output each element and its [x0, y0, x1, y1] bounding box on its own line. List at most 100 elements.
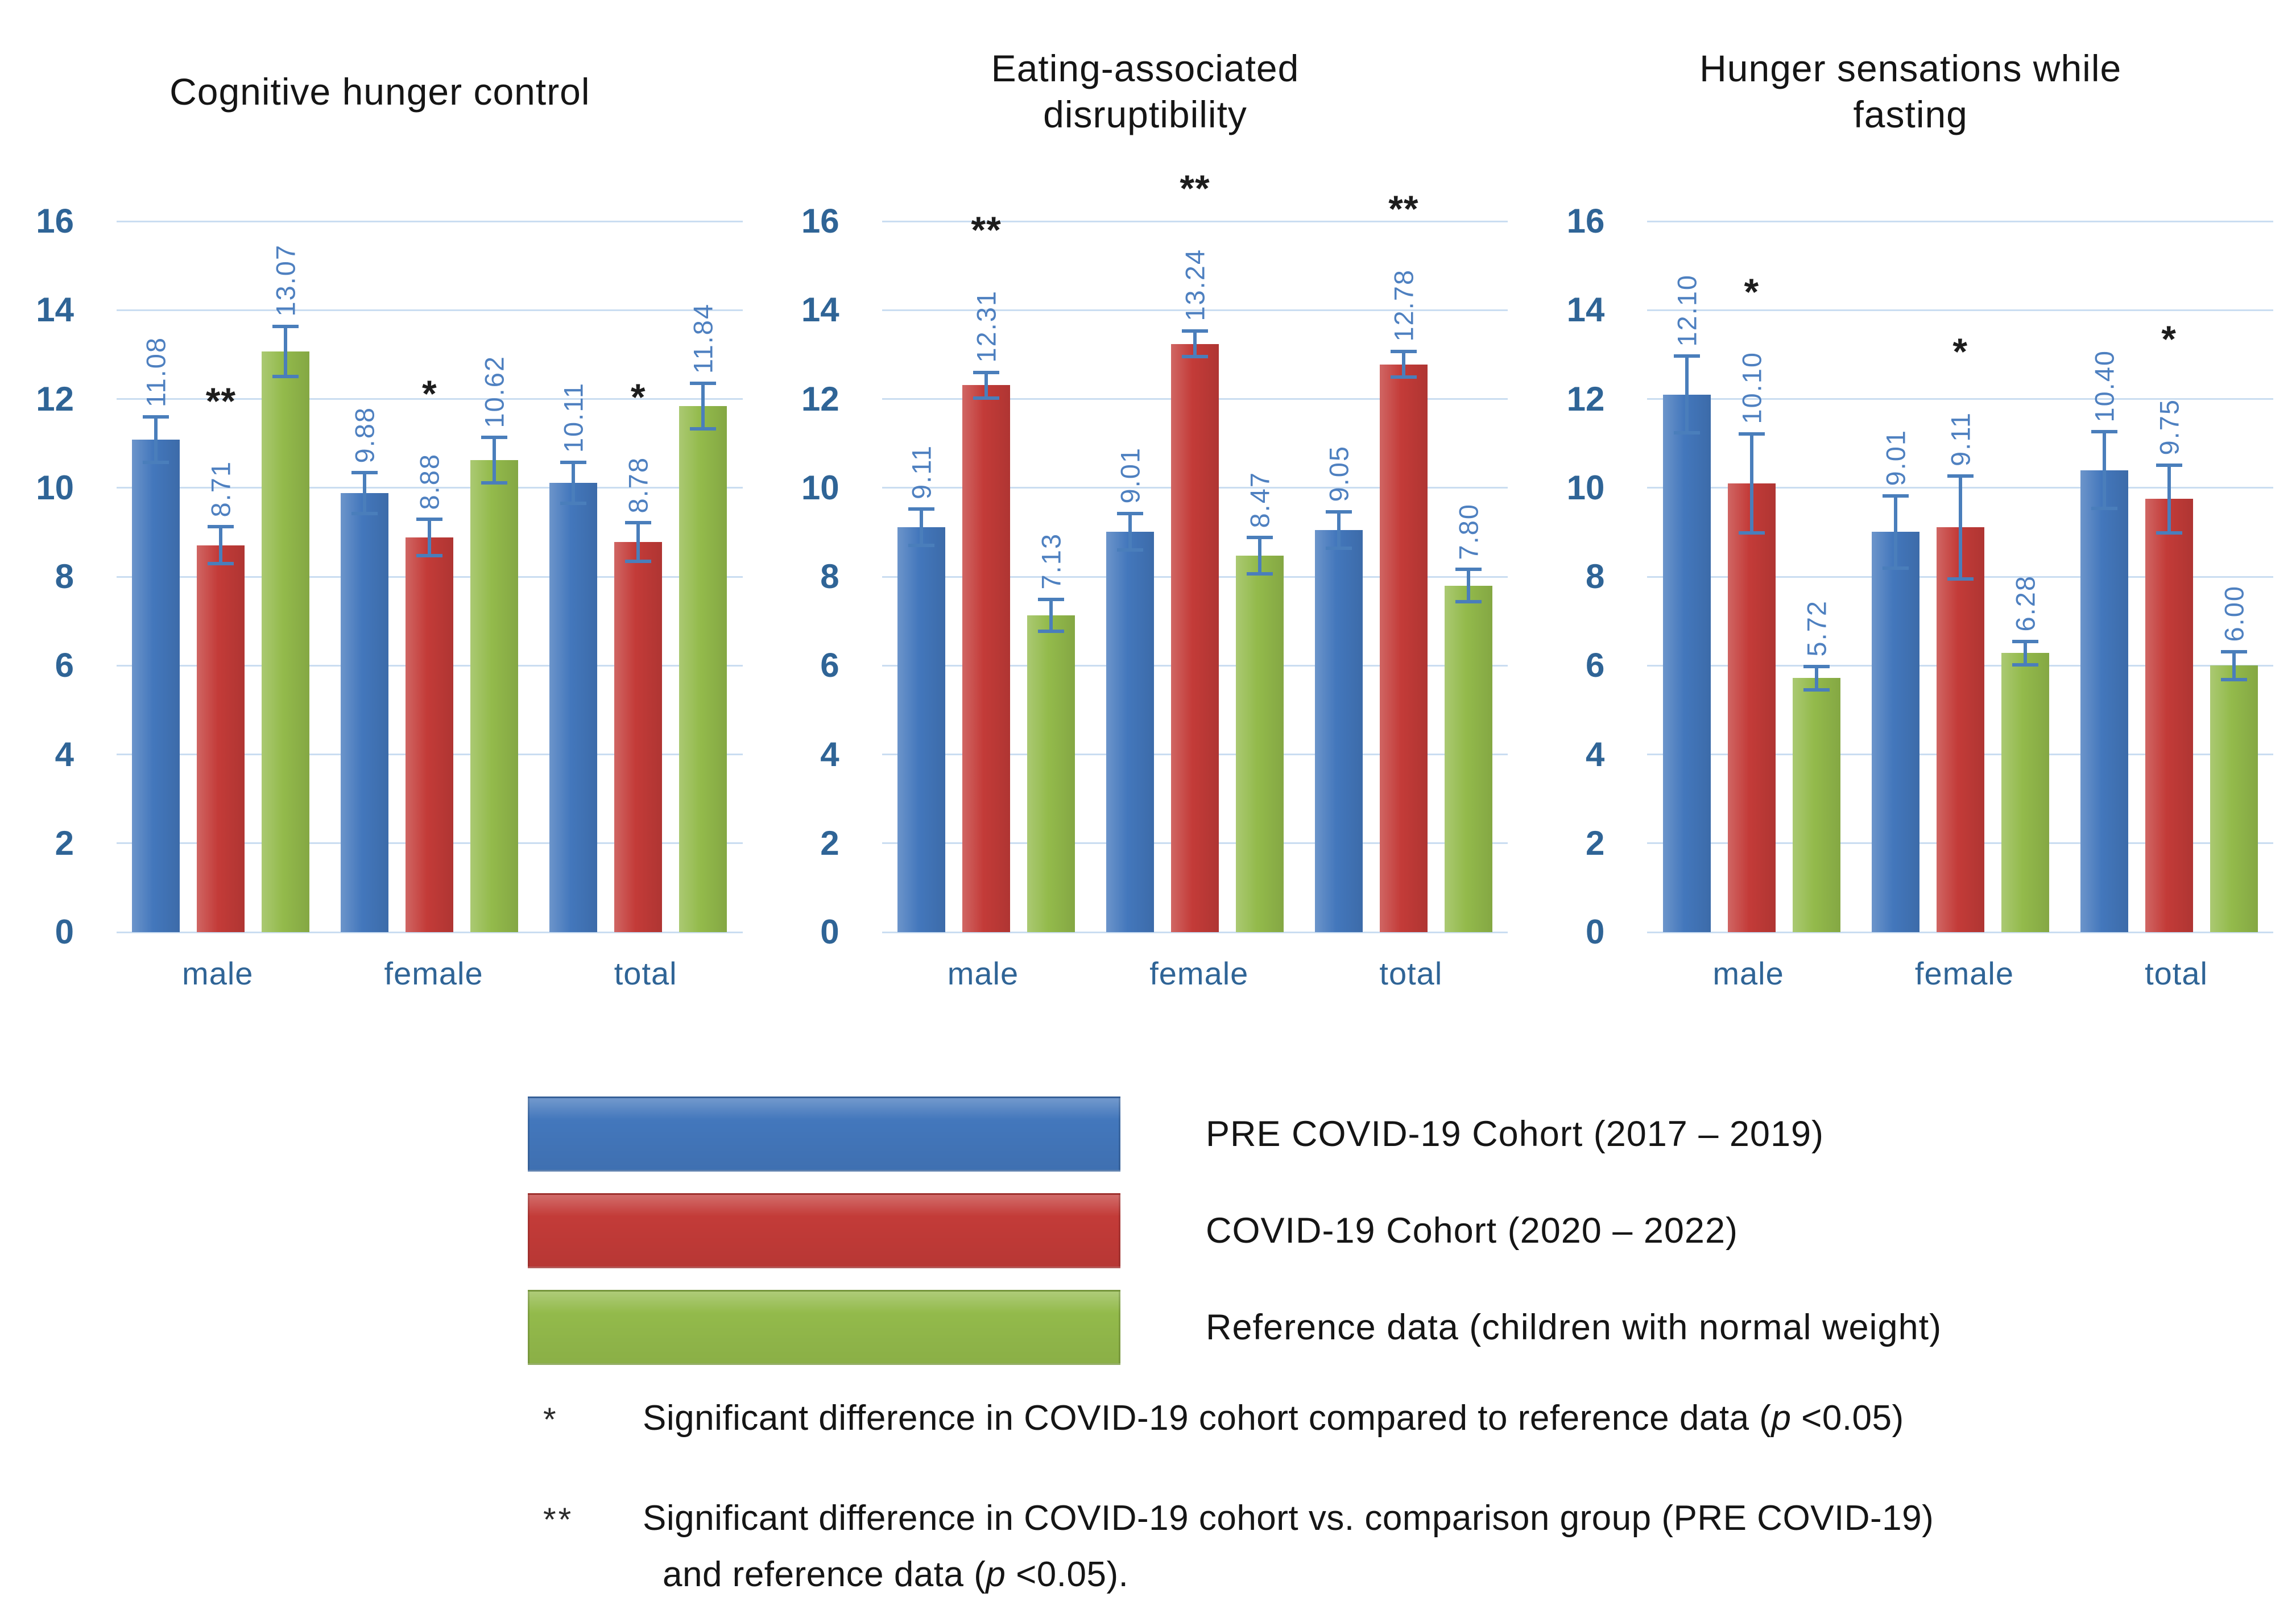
value-label: 6.28 — [2010, 575, 2041, 632]
error-bar — [1803, 664, 1830, 692]
value-label: 8.71 — [205, 460, 236, 518]
footnote-double-asterisk: ** Significant difference in COVID-19 co… — [543, 1496, 2295, 1541]
legend-swatch-blue — [528, 1096, 1120, 1172]
bar-pre-covid-female: 9.01 — [1106, 447, 1154, 932]
plot-area: 11.08 8.71 ** 13.07 9.88 8.88 * 10.62 10.11 8.78 *… — [117, 220, 743, 933]
bar-reference-female: 10.62 — [470, 355, 519, 932]
y-tick-label: 4 — [55, 735, 74, 773]
category-label-male: male — [947, 955, 1019, 991]
legend-swatch-red — [528, 1193, 1120, 1268]
category-label-total: total — [1379, 955, 1443, 991]
sig-marker: ** — [971, 209, 1002, 251]
legend-label: COVID-19 Cohort (2020 – 2022) — [1206, 1211, 1738, 1251]
y-axis: 0 2 4 6 8 10 12 14 16 — [783, 202, 851, 951]
value-label: 9.11 — [1945, 411, 1976, 466]
bar-reference-female: 8.47 — [1236, 471, 1284, 932]
legend-item: COVID-19 Cohort (2020 – 2022) — [528, 1193, 1942, 1268]
sig-marker: * — [421, 372, 437, 415]
y-tick-label: 6 — [820, 646, 839, 685]
error-bar — [143, 415, 169, 465]
y-tick-label: 10 — [36, 468, 74, 507]
value-label: 10.11 — [558, 382, 589, 453]
sig-marker: ** — [1180, 167, 1210, 210]
plot-wrap: 0 2 4 6 8 10 12 14 16 9.11 12.31 ** 7.13 9.01 13.24 ** 8… — [783, 169, 1508, 951]
y-tick-label: 2 — [820, 824, 839, 862]
bar-reference-total: 11.84 — [679, 303, 727, 932]
value-label: 8.47 — [1244, 471, 1275, 528]
plot-area: 12.10 10.10 * 5.72 9.01 9.11 * 6.28 10.40 9.75 * 6.… — [1647, 220, 2274, 933]
y-tick-label: 6 — [55, 646, 74, 685]
footnote-text: Significant difference in COVID-19 cohor… — [643, 1498, 1934, 1538]
chart-2: Eating-associated disruptibility 0 2 4 6 8 10 12… — [766, 0, 1531, 1029]
chart-title-line: Cognitive hunger control — [169, 70, 590, 113]
charts-row: Cognitive hunger control 0 2 4 6 8 10 12 14 16 11.… — [0, 0, 2274, 1029]
double-asterisk-symbol: ** — [543, 1501, 574, 1538]
category-label-female: female — [1914, 955, 2014, 991]
bar-covid-total: 8.78 * — [614, 378, 663, 932]
gridline — [1647, 309, 2274, 311]
bar-groups: 12.10 10.10 * 5.72 9.01 9.11 * 6.28 10.40 9.75 * 6.… — [1647, 221, 2273, 933]
category-label-total: total — [2145, 955, 2208, 991]
bar-group-male: 9.11 12.31 ** 7.13 — [897, 211, 1075, 933]
y-tick-label: 16 — [801, 202, 839, 240]
error-bar — [1882, 494, 1909, 570]
bar-covid-total: 12.78 ** — [1379, 190, 1428, 933]
gridline — [1647, 220, 2274, 222]
error-bar — [2091, 430, 2117, 510]
value-label: 9.88 — [349, 406, 380, 464]
bar-covid-male: 10.10 * — [1727, 272, 1776, 933]
bar-reference-total: 6.00 — [2210, 585, 2258, 932]
legend-label: Reference data (children with normal wei… — [1206, 1307, 1942, 1347]
footnote-single-asterisk: * Significant difference in COVID-19 coh… — [543, 1396, 2295, 1441]
bar-pre-covid-total: 10.11 — [549, 382, 598, 932]
error-bar — [2156, 463, 2182, 535]
error-bar — [351, 471, 378, 516]
bar-group-total: 10.40 9.75 * 6.00 — [2080, 320, 2258, 932]
gridline — [882, 931, 1508, 933]
bar-covid-male: 12.31 ** — [962, 211, 1011, 932]
y-tick-label: 14 — [801, 291, 839, 329]
category-row: male female total — [1647, 932, 2273, 992]
y-tick-label: 10 — [1566, 468, 1605, 507]
chart-1: Cognitive hunger control 0 2 4 6 8 10 12 14 16 11.… — [0, 0, 766, 1029]
legend-item: Reference data (children with normal wei… — [528, 1290, 1942, 1365]
bar-group-total: 9.05 12.78 ** 7.80 — [1314, 190, 1492, 933]
error-bar — [272, 325, 299, 378]
gridline — [882, 220, 1508, 222]
error-bar — [481, 436, 508, 485]
bar-reference-male: 13.07 — [262, 244, 310, 933]
error-bar — [1247, 536, 1273, 576]
value-label: 10.40 — [2089, 349, 2120, 423]
y-tick-label: 10 — [801, 468, 839, 507]
bar-reference-male: 5.72 — [1792, 600, 1840, 932]
bar-covid-male: 8.71 ** — [197, 382, 245, 933]
error-bar — [1673, 354, 1700, 435]
error-bar — [690, 382, 717, 431]
sig-marker: * — [630, 375, 646, 418]
value-label: 11.84 — [688, 303, 718, 374]
y-tick-label: 14 — [36, 291, 74, 329]
category-label-female: female — [384, 955, 483, 991]
value-label: 12.31 — [971, 289, 1002, 363]
footnote-indent — [543, 1553, 643, 1597]
chart-title-line: Eating-associated — [991, 47, 1300, 90]
bar-pre-covid-female: 9.88 — [341, 407, 389, 932]
gridline — [1647, 931, 2274, 933]
sig-marker: * — [2161, 318, 2177, 361]
y-tick-label: 12 — [1566, 379, 1605, 418]
plot-area: 9.11 12.31 ** 7.13 9.01 13.24 ** 8.47 9.05 12.78 *… — [882, 169, 1508, 933]
y-tick-label: 4 — [820, 735, 839, 773]
gridline — [882, 309, 1508, 311]
value-label: 7.13 — [1036, 533, 1066, 590]
category-label-male: male — [182, 955, 254, 991]
legend: PRE COVID-19 Cohort (2017 – 2019) COVID-… — [528, 1096, 1942, 1387]
value-label: 8.88 — [414, 453, 445, 510]
chart-title-line: disruptibility — [1043, 93, 1247, 135]
bar-covid-female: 8.88 * — [406, 374, 454, 932]
value-label: 13.07 — [270, 244, 301, 317]
legend-swatch-green — [528, 1290, 1120, 1365]
y-tick-label: 16 — [1566, 202, 1605, 240]
sig-marker: ** — [205, 379, 237, 422]
y-tick-label: 14 — [1566, 291, 1605, 329]
y-axis: 0 2 4 6 8 10 12 14 16 — [1548, 202, 1616, 951]
